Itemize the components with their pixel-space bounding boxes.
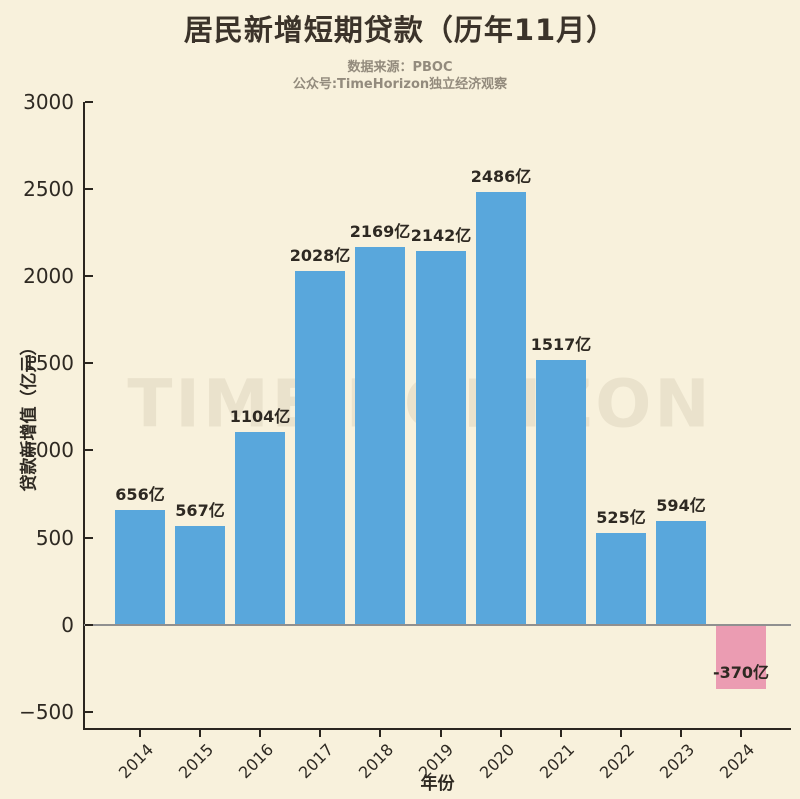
bar: [115, 510, 165, 624]
bar: [295, 271, 345, 624]
bar: [596, 533, 646, 624]
y-tick-label: 1500: [23, 351, 74, 375]
bar: [235, 432, 285, 624]
bar-value-label: 525亿: [596, 508, 646, 527]
x-axis-title: 年份: [420, 774, 455, 794]
x-tick-mark: [740, 730, 742, 737]
y-tick-label: 2500: [23, 177, 74, 201]
bar: [656, 521, 706, 624]
y-tick-mark: [85, 537, 93, 539]
bar: [416, 251, 466, 624]
y-tick-label: −500: [19, 700, 74, 724]
y-axis-spine: [83, 102, 85, 729]
y-tick-label: 1000: [23, 438, 74, 462]
x-tick-mark: [319, 730, 321, 737]
bar-value-label: 2486亿: [470, 167, 532, 186]
x-tick-mark: [680, 730, 682, 737]
y-tick-mark: [85, 449, 93, 451]
zero-baseline: [84, 624, 791, 626]
y-tick-label: 0: [61, 613, 74, 637]
y-tick-mark: [85, 101, 93, 103]
y-tick-mark: [85, 711, 93, 713]
bar-value-label: 2142亿: [410, 226, 472, 245]
bar-value-label: 1517亿: [530, 335, 592, 354]
x-axis-spine: [83, 728, 791, 730]
x-tick-mark: [620, 730, 622, 737]
y-tick-label: 3000: [23, 90, 74, 114]
x-tick-mark: [560, 730, 562, 737]
bar-value-label: 656亿: [115, 485, 165, 504]
y-tick-mark: [85, 188, 93, 190]
x-tick-mark: [199, 730, 201, 737]
bar: [355, 247, 405, 625]
x-tick-mark: [139, 730, 141, 737]
y-tick-label: 500: [35, 526, 74, 550]
bar: [175, 526, 225, 625]
bar-value-label: 1104亿: [229, 407, 291, 426]
x-tick-mark: [500, 730, 502, 737]
x-tick-mark: [259, 730, 261, 737]
credit-line: 公众号:TimeHorizon独立经济观察: [292, 77, 508, 92]
bar: [536, 360, 586, 624]
x-tick-mark: [440, 730, 442, 737]
bar-value-label: 594亿: [656, 496, 706, 515]
data-source-line: 数据来源：PBOC: [347, 60, 453, 75]
y-tick-mark: [85, 362, 93, 364]
bar-value-label: 2028亿: [289, 246, 351, 265]
bar: [716, 625, 766, 689]
x-tick-mark: [379, 730, 381, 737]
y-tick-mark: [85, 275, 93, 277]
bar-value-label: 567亿: [175, 501, 225, 520]
y-tick-label: 2000: [23, 264, 74, 288]
bar-value-label: -370亿: [712, 663, 770, 682]
y-tick-mark: [85, 624, 93, 626]
bar: [476, 192, 526, 625]
chart-title: 居民新增短期贷款（历年11月）: [183, 13, 617, 47]
bar-value-label: 2169亿: [349, 222, 411, 241]
